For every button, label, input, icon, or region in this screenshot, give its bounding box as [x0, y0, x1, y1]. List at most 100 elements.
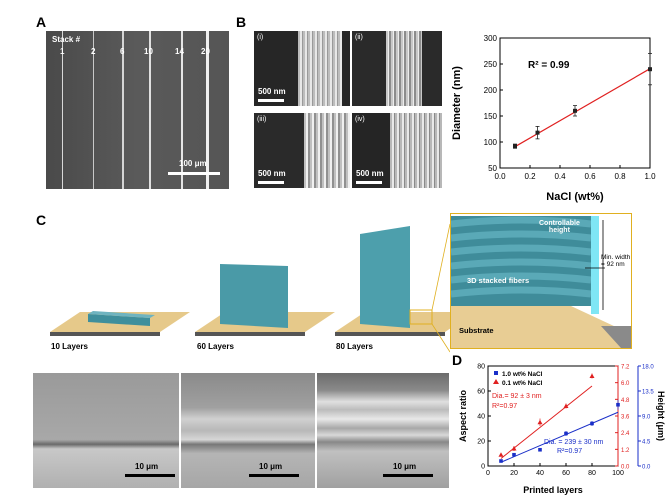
data-point	[513, 144, 517, 149]
x-tick-label: 0.8	[614, 172, 626, 181]
stack-number: 14	[175, 47, 184, 56]
scale-bar	[258, 181, 284, 184]
width-text: Min. width = 92 nm	[601, 254, 631, 268]
y-axis-label-left: Aspect ratio	[458, 389, 468, 442]
fiber-line	[206, 31, 209, 189]
scale-bar	[249, 474, 299, 477]
y-tick-label: 50	[488, 164, 497, 173]
data-point	[511, 446, 517, 451]
data-point	[573, 108, 577, 113]
legend-marker-blue	[494, 371, 498, 375]
sem-bottom-1: 10 μm	[33, 373, 179, 488]
blue-annotation: Dia. = 239 ± 30 nm	[544, 439, 603, 446]
stack-number: 20	[201, 47, 210, 56]
y-tick-label: 0	[481, 464, 485, 471]
substrate-edge	[195, 332, 305, 336]
x-tick-label: 0	[486, 470, 490, 477]
y-tick-label: 60	[477, 389, 485, 396]
scale-bar	[125, 474, 175, 477]
x-tick-label: 0.4	[554, 172, 566, 181]
substrate-text: Substrate	[459, 326, 494, 335]
panel-b-label: B	[236, 14, 247, 30]
sem-image-iv: (iv) 500 nm	[352, 113, 442, 188]
y-tick-label-red: 4.8	[621, 398, 630, 404]
sem-image-i: (i) 500 nm	[254, 31, 350, 106]
panel-c-label: C	[36, 212, 47, 228]
data-point	[563, 403, 569, 408]
scale-bar	[258, 99, 284, 102]
substrate-dark	[601, 326, 631, 348]
sem-image-iii: (iii) 500 nm	[254, 113, 350, 188]
fiber-bundle	[386, 31, 422, 106]
y-tick-label: 300	[484, 34, 498, 43]
blue-annotation-r2: R²=0.97	[557, 448, 582, 455]
y-tick-label-blue: 4.5	[642, 440, 651, 446]
data-point	[537, 419, 543, 425]
fiber-line	[149, 31, 151, 189]
y-axis-label: Diameter (nm)	[451, 66, 463, 140]
fiber-line	[62, 31, 63, 189]
scale-label: 10 μm	[259, 462, 283, 471]
y-tick-label: 150	[484, 112, 498, 121]
legend-marker-red	[493, 379, 499, 384]
scale-bar	[383, 474, 433, 477]
x-tick-label: 40	[536, 470, 544, 477]
x-tick-label: 0.2	[524, 172, 536, 181]
fiber-line	[181, 31, 183, 189]
fit-line	[500, 385, 593, 459]
sem-bottom-2: 10 μm	[181, 373, 315, 488]
layers-schematic	[50, 223, 450, 353]
sublabel: (ii)	[355, 34, 363, 41]
fiber-bundle	[390, 113, 442, 188]
height-text: Controllable height	[539, 220, 580, 234]
stack-number: 2	[91, 47, 96, 56]
scale-label: 500 nm	[258, 87, 286, 96]
fiber-wall-top	[88, 311, 155, 318]
fiber-line	[122, 31, 124, 189]
stacked-fibers	[451, 216, 592, 306]
data-point	[616, 402, 620, 407]
zoom-box	[409, 309, 433, 325]
plot-frame	[499, 37, 651, 169]
diameter-chart: 0.0 0.2 0.4 0.6 0.8 1.0 50 100 150 200 250 300 R² …	[451, 34, 656, 203]
data-point	[589, 373, 595, 378]
x-tick-label: 60	[562, 470, 570, 477]
inset-panel: Controllable height Min. width = 92 nm 3…	[450, 213, 632, 349]
y-tick-label-red: 7.2	[621, 365, 630, 371]
scale-label: 500 nm	[258, 169, 286, 178]
fibers-text: 3D stacked fibers	[467, 276, 530, 285]
y-tick-label: 250	[484, 60, 498, 69]
sublabel: (i)	[257, 34, 264, 41]
y-tick-label-red: 3.6	[621, 415, 630, 421]
zoom-line	[431, 323, 450, 353]
x-axis-label: Printed layers	[523, 485, 583, 495]
fiber-line	[93, 31, 94, 189]
y-tick-label-blue: 0.0	[642, 465, 651, 471]
fiber-wall	[220, 264, 288, 328]
fiber-wall	[360, 226, 410, 328]
x-tick-label: 0.0	[494, 172, 506, 181]
data-point	[499, 459, 503, 463]
data-point	[512, 452, 516, 457]
substrate	[451, 306, 631, 348]
stack-number: 6	[120, 47, 125, 56]
fiber-bundle	[304, 113, 350, 188]
data-point	[648, 67, 652, 72]
x-tick-label: 1.0	[644, 172, 656, 181]
y-tick-label-red: 1.2	[621, 448, 630, 454]
data-point	[538, 447, 542, 452]
sem-image-ii: (ii)	[352, 31, 442, 106]
stack-number: 10	[144, 47, 153, 56]
sublabel: (iii)	[257, 116, 267, 123]
layer-label: 10 Layers	[51, 342, 88, 351]
data-point	[498, 452, 504, 457]
panel-d-label: D	[452, 352, 463, 368]
scale-label: 100 μm	[179, 159, 207, 168]
y-tick-label-red: 2.4	[621, 431, 630, 437]
wall-face	[591, 216, 599, 314]
r2-annotation: R² = 0.99	[528, 60, 570, 71]
fit-line	[500, 411, 619, 463]
sublabel: (iv)	[355, 116, 365, 123]
y-tick-label: 200	[484, 86, 498, 95]
sem-bottom-3: 10 μm	[317, 373, 449, 488]
